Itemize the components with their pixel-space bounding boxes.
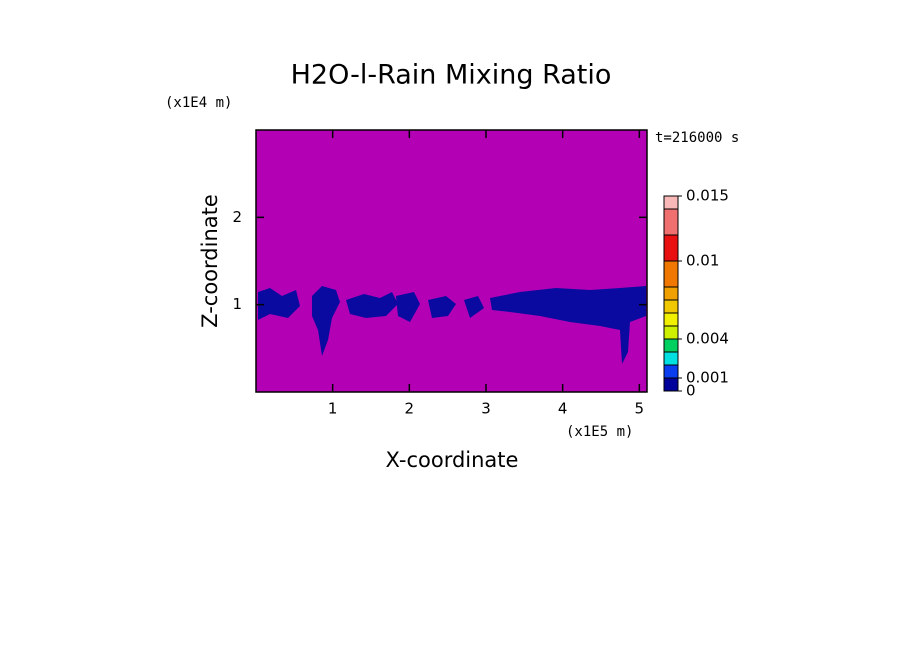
colorbar-box (663, 325, 679, 340)
x-tick-label: 5 (635, 400, 645, 418)
colorbar-box (663, 364, 679, 379)
x-axis-label: X-coordinate (386, 448, 519, 472)
colorbar-box (663, 351, 679, 366)
colorbar-box (663, 260, 679, 288)
colorbar-tick-label: 0.01 (686, 252, 719, 270)
colorbar-box (663, 208, 679, 236)
colorbar: 00.001 0.004 0.01 0.015 (663, 187, 729, 400)
colorbar-box (663, 234, 679, 262)
colorbar-box (663, 195, 679, 210)
y-tick-label: 2 (232, 208, 242, 226)
chart-title: H2O-l-Rain Mixing Ratio (291, 60, 612, 91)
contour-field (256, 130, 647, 392)
rain-blob (346, 292, 398, 318)
x-tick-label: 2 (405, 400, 415, 418)
x-tick-label: 3 (481, 400, 491, 418)
colorbar-box (663, 377, 679, 392)
colorbar-box (663, 312, 679, 327)
colorbar-box (663, 299, 679, 314)
rain-blob (428, 296, 456, 318)
colorbar-box (663, 286, 679, 301)
field-background (256, 130, 647, 392)
time-annotation: t=216000 s (655, 130, 739, 146)
rain-blob (258, 288, 300, 320)
colorbar-box (663, 338, 679, 353)
plot-frame (255, 129, 648, 393)
x-unit: (x1E5 m) (566, 424, 633, 440)
colorbar-tick-label: 0 (686, 382, 696, 400)
rain-blob (396, 292, 420, 322)
y-axis-label: Z-coordinate (198, 194, 222, 328)
colorbar-tick-label: 0.001 (686, 369, 729, 387)
y-unit: (x1E4 m) (165, 95, 232, 111)
rain-blob (464, 296, 484, 318)
rain-blob (312, 286, 340, 356)
x-tick-label: 4 (558, 400, 568, 418)
rain-features (258, 286, 646, 364)
rain-blob (490, 286, 646, 364)
y-tick-label: 1 (232, 295, 242, 313)
colorbar-tick-label: 0.015 (686, 187, 729, 205)
x-tick-label: 1 (328, 400, 338, 418)
colorbar-tick-label: 0.004 (686, 330, 729, 348)
